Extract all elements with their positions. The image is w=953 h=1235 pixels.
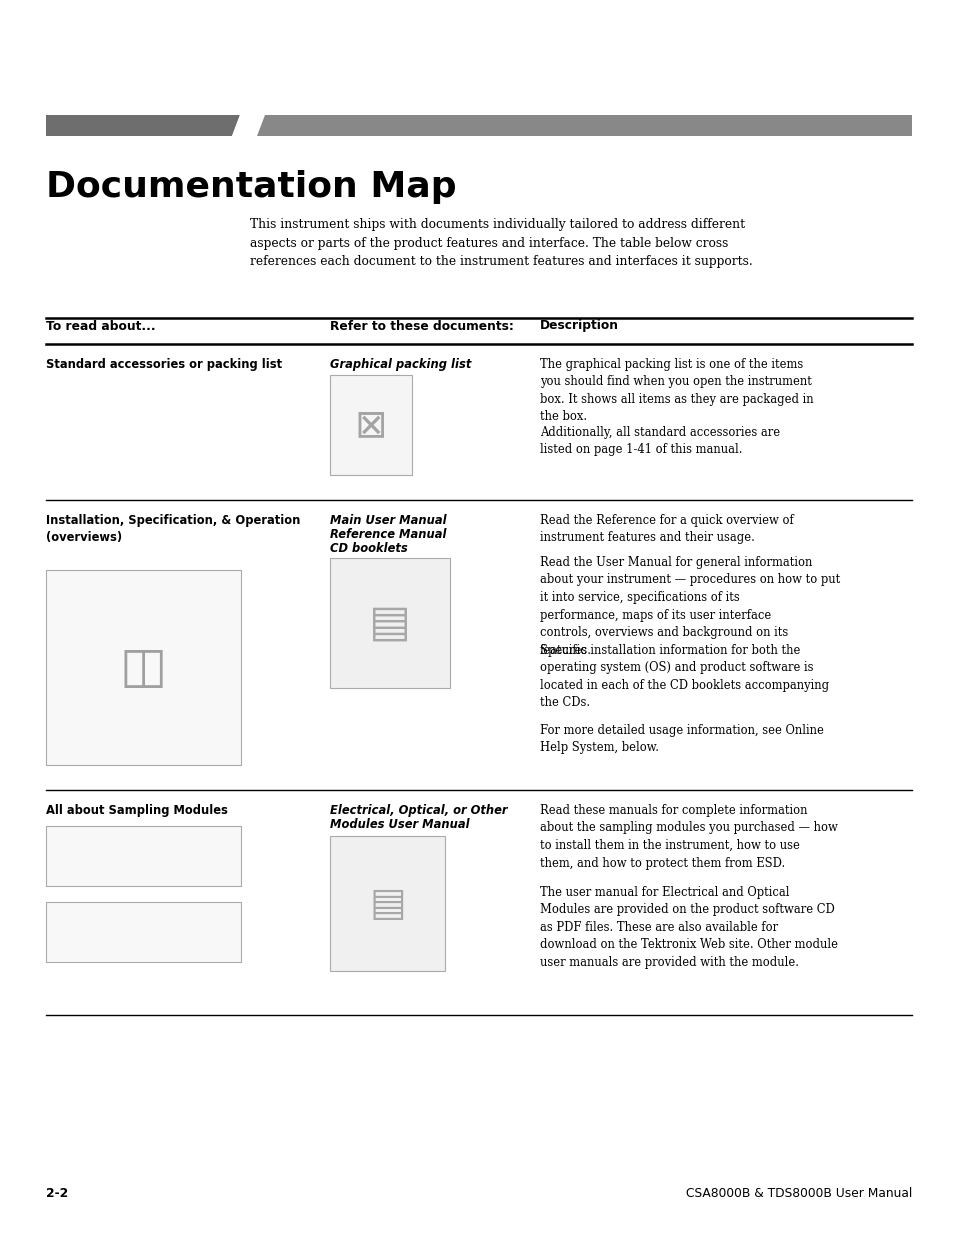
Bar bbox=[330, 375, 412, 475]
Text: Read these manuals for complete information
about the sampling modules you purch: Read these manuals for complete informat… bbox=[539, 804, 837, 869]
Text: ◫: ◫ bbox=[120, 643, 167, 692]
Text: Modules User Manual: Modules User Manual bbox=[330, 818, 469, 831]
Text: ▤: ▤ bbox=[369, 601, 411, 645]
Text: Specific installation information for both the
operating system (OS) and product: Specific installation information for bo… bbox=[539, 643, 828, 709]
Text: CSA8000B & TDS8000B User Manual: CSA8000B & TDS8000B User Manual bbox=[685, 1187, 911, 1200]
Text: CD booklets: CD booklets bbox=[330, 542, 407, 555]
Bar bbox=[46, 826, 241, 885]
Bar bbox=[330, 836, 444, 971]
Bar bbox=[46, 902, 241, 962]
Bar bbox=[46, 571, 241, 764]
Text: Standard accessories or packing list: Standard accessories or packing list bbox=[46, 358, 282, 370]
Text: Main User Manual: Main User Manual bbox=[330, 514, 446, 527]
Text: Read the User Manual for general information
about your instrument — procedures : Read the User Manual for general informa… bbox=[539, 556, 840, 657]
Text: Read the Reference for a quick overview of
instrument features and their usage.: Read the Reference for a quick overview … bbox=[539, 514, 793, 545]
Text: Documentation Map: Documentation Map bbox=[46, 170, 456, 204]
Text: Additionally, all standard accessories are
listed on page 1-41 of this manual.: Additionally, all standard accessories a… bbox=[539, 426, 780, 457]
Text: This instrument ships with documents individually tailored to address different
: This instrument ships with documents ind… bbox=[250, 219, 752, 268]
Text: All about Sampling Modules: All about Sampling Modules bbox=[46, 804, 228, 818]
Text: Installation, Specification, & Operation
(overviews): Installation, Specification, & Operation… bbox=[46, 514, 300, 543]
Text: Graphical packing list: Graphical packing list bbox=[330, 358, 471, 370]
Polygon shape bbox=[245, 115, 911, 136]
Text: Electrical, Optical, or Other: Electrical, Optical, or Other bbox=[330, 804, 507, 818]
Bar bbox=[330, 558, 450, 688]
Text: Description: Description bbox=[539, 320, 618, 332]
Text: To read about...: To read about... bbox=[46, 320, 155, 332]
Text: 2-2: 2-2 bbox=[46, 1187, 69, 1200]
Text: Reference Manual: Reference Manual bbox=[330, 529, 446, 541]
Text: ⊠: ⊠ bbox=[355, 406, 387, 445]
Text: Refer to these documents:: Refer to these documents: bbox=[330, 320, 514, 332]
Polygon shape bbox=[232, 115, 265, 136]
Polygon shape bbox=[46, 115, 240, 136]
Text: ▤: ▤ bbox=[369, 884, 405, 923]
Text: For more detailed usage information, see Online
Help System, below.: For more detailed usage information, see… bbox=[539, 724, 823, 755]
Text: The user manual for Electrical and Optical
Modules are provided on the product s: The user manual for Electrical and Optic… bbox=[539, 885, 837, 969]
Text: The graphical packing list is one of the items
you should find when you open the: The graphical packing list is one of the… bbox=[539, 358, 813, 424]
